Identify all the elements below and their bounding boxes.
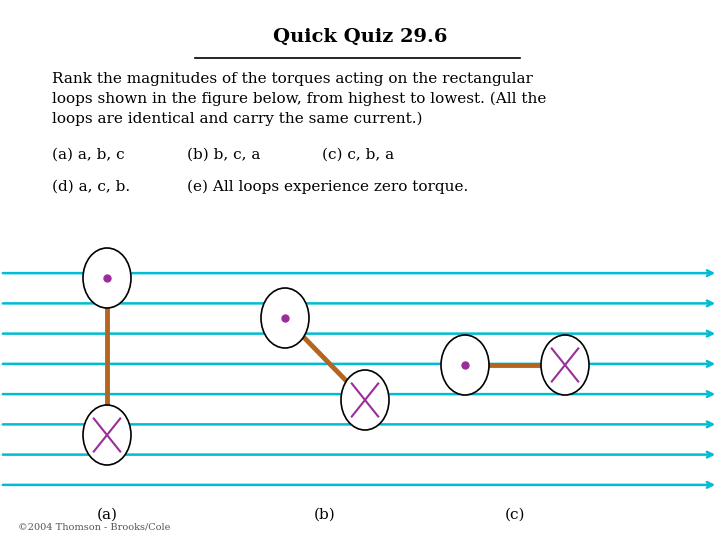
Text: (c): (c) <box>505 508 526 522</box>
Text: (a) a, b, c: (a) a, b, c <box>52 148 125 162</box>
Text: Quick Quiz 29.6: Quick Quiz 29.6 <box>273 28 447 46</box>
Ellipse shape <box>341 370 389 430</box>
Ellipse shape <box>441 335 489 395</box>
Ellipse shape <box>541 335 589 395</box>
Text: (a): (a) <box>96 508 117 522</box>
Text: (c) c, b, a: (c) c, b, a <box>322 148 394 162</box>
Ellipse shape <box>83 405 131 465</box>
Text: (d) a, c, b.: (d) a, c, b. <box>52 180 130 194</box>
Text: ©2004 Thomson - Brooks/Cole: ©2004 Thomson - Brooks/Cole <box>18 523 171 532</box>
Ellipse shape <box>261 288 309 348</box>
Text: (b) b, c, a: (b) b, c, a <box>187 148 261 162</box>
Text: (e) All loops experience zero torque.: (e) All loops experience zero torque. <box>187 180 468 194</box>
Text: loops are identical and carry the same current.): loops are identical and carry the same c… <box>52 112 423 126</box>
Text: loops shown in the figure below, from highest to lowest. (All the: loops shown in the figure below, from hi… <box>52 92 546 106</box>
Bar <box>0 258 720 500</box>
Text: Rank the magnitudes of the torques acting on the rectangular: Rank the magnitudes of the torques actin… <box>52 72 533 86</box>
Text: (b): (b) <box>314 508 336 522</box>
Ellipse shape <box>83 248 131 308</box>
